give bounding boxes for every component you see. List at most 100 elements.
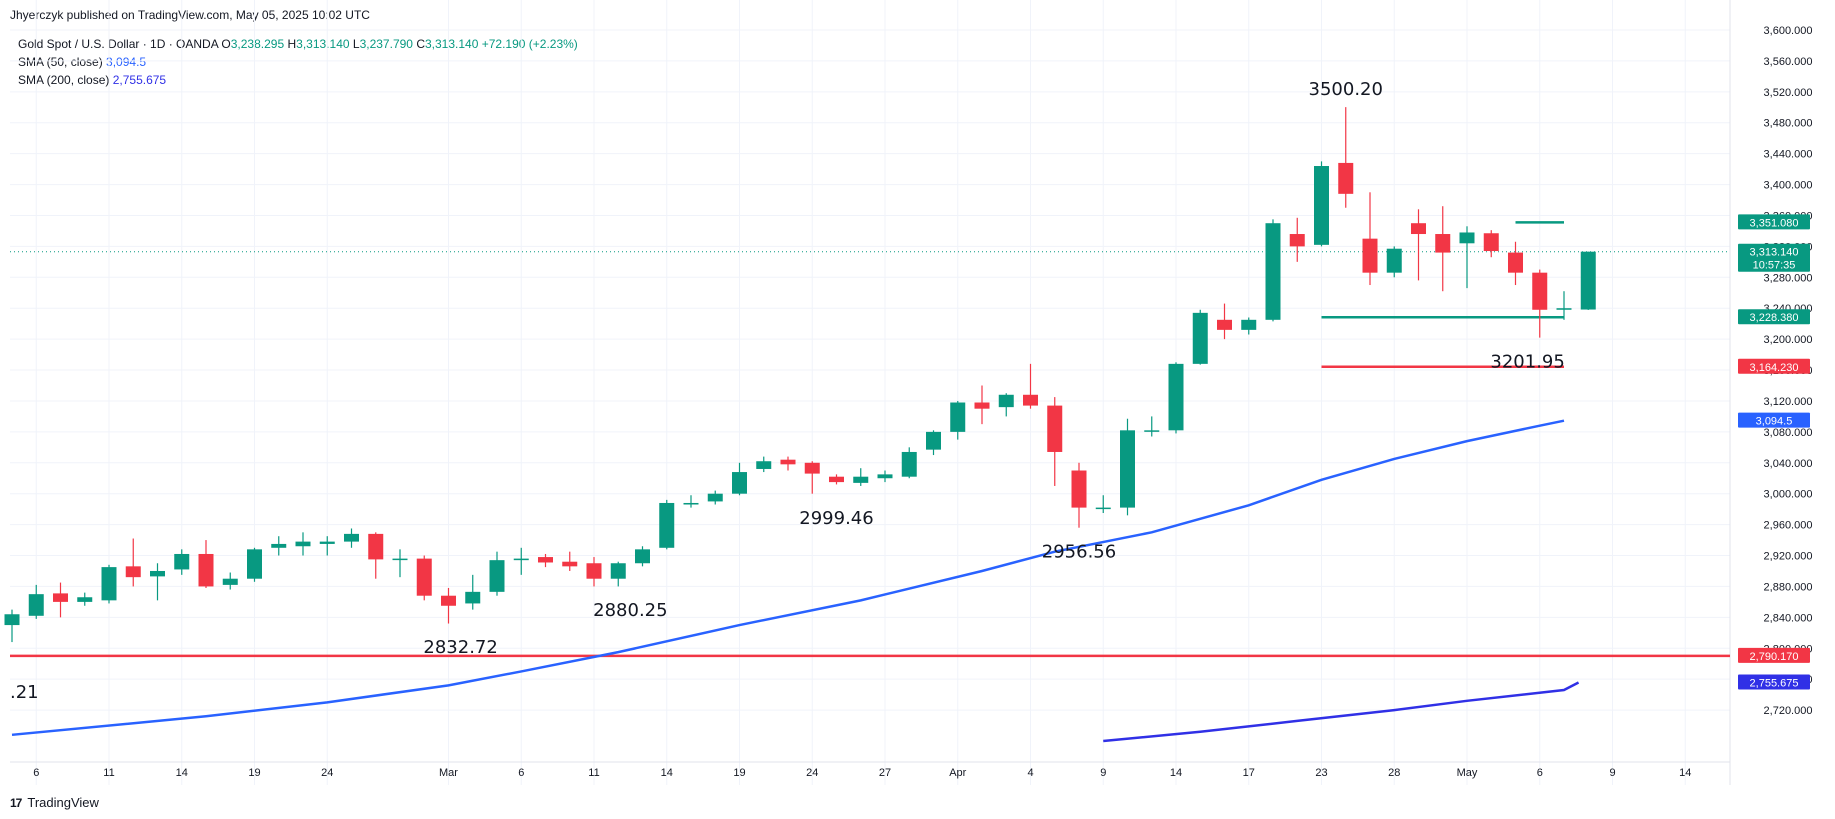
ohlc-open: 3,238.295 xyxy=(230,37,285,51)
candle[interactable] xyxy=(513,558,529,561)
x-tick-label: 19 xyxy=(248,767,260,779)
y-tick-label: 3,280.000 xyxy=(1764,272,1813,284)
sma50-line[interactable] xyxy=(11,419,1565,737)
candle[interactable] xyxy=(586,563,602,579)
candle[interactable] xyxy=(1532,272,1548,310)
candle[interactable] xyxy=(416,558,432,596)
candle[interactable] xyxy=(4,614,20,626)
x-tick-label: Mar xyxy=(439,767,458,779)
y-tick-label: 3,080.000 xyxy=(1764,427,1813,439)
candle[interactable] xyxy=(1217,319,1232,330)
candle[interactable] xyxy=(1047,405,1063,452)
candle[interactable] xyxy=(1265,223,1281,320)
candle[interactable] xyxy=(610,563,626,579)
candle[interactable] xyxy=(1071,470,1087,508)
candle[interactable] xyxy=(659,502,675,548)
ohlc-high-label: H xyxy=(287,37,297,51)
candle[interactable] xyxy=(1580,251,1596,310)
level-price-label-bg xyxy=(1738,647,1810,663)
level-price-label: 3,351.080 xyxy=(1750,217,1799,229)
candle[interactable] xyxy=(538,557,553,563)
x-tick-label: 28 xyxy=(1388,767,1400,779)
candle[interactable] xyxy=(150,570,165,577)
level-price-label-bg xyxy=(1738,358,1810,374)
candle[interactable] xyxy=(998,394,1014,408)
candle[interactable] xyxy=(1338,162,1354,194)
candle[interactable] xyxy=(344,533,359,542)
x-tick-label: 27 xyxy=(879,767,891,779)
candle[interactable] xyxy=(901,451,917,477)
tradingview-brand[interactable]: TradingView xyxy=(27,795,99,810)
candle[interactable] xyxy=(1556,308,1572,310)
y-tick-label: 2,720.000 xyxy=(1764,705,1813,717)
sma200-label: SMA (200, close) xyxy=(18,73,110,87)
candle[interactable] xyxy=(198,553,214,587)
published-header: Jhyerczyk published on TradingView.com, … xyxy=(10,8,370,22)
candle[interactable] xyxy=(1023,394,1038,406)
candle[interactable] xyxy=(489,560,505,592)
candle[interactable] xyxy=(950,402,966,432)
candle[interactable] xyxy=(683,502,699,505)
candle[interactable] xyxy=(780,459,796,465)
candle[interactable] xyxy=(441,595,456,606)
x-tick-label: 14 xyxy=(1170,767,1182,779)
sma200-legend-row[interactable]: SMA (200, close) 2,755.675 xyxy=(18,71,578,89)
candle[interactable] xyxy=(974,402,990,409)
y-tick-label: 3,000.000 xyxy=(1764,489,1813,501)
candle[interactable] xyxy=(877,474,893,479)
candle[interactable] xyxy=(804,462,820,474)
sma50-value: 3,094.5 xyxy=(106,55,147,69)
candle[interactable] xyxy=(77,597,93,602)
candle[interactable] xyxy=(368,533,384,560)
sma200-line[interactable] xyxy=(1103,681,1580,743)
candle[interactable] xyxy=(1120,430,1135,508)
candle[interactable] xyxy=(756,461,772,469)
price-annotation: 2832.72 xyxy=(423,637,497,658)
candle[interactable] xyxy=(562,561,578,567)
candle[interactable] xyxy=(829,476,844,483)
sma-price-label-bg xyxy=(1738,674,1810,690)
candle[interactable] xyxy=(1144,430,1160,432)
y-tick-label: 3,040.000 xyxy=(1764,458,1813,470)
candle[interactable] xyxy=(465,591,481,604)
y-tick-label: 3,400.000 xyxy=(1764,180,1813,192)
candle[interactable] xyxy=(125,566,141,578)
candle[interactable] xyxy=(635,549,650,564)
candle[interactable] xyxy=(732,472,747,494)
candle[interactable] xyxy=(1362,238,1378,273)
candle[interactable] xyxy=(28,594,44,616)
candle[interactable] xyxy=(392,558,408,561)
candle[interactable] xyxy=(1289,234,1305,247)
candle[interactable] xyxy=(1168,363,1184,431)
candle[interactable] xyxy=(1435,234,1451,253)
candle[interactable] xyxy=(707,493,723,502)
candle[interactable] xyxy=(174,553,190,570)
candle[interactable] xyxy=(295,541,311,547)
y-tick-label: 3,560.000 xyxy=(1764,56,1813,68)
sma50-legend-row[interactable]: SMA (50, close) 3,094.5 xyxy=(18,53,578,71)
candle[interactable] xyxy=(853,476,869,483)
candle[interactable] xyxy=(319,541,335,544)
candle[interactable] xyxy=(926,431,941,450)
candle[interactable] xyxy=(1411,223,1426,235)
candle[interactable] xyxy=(271,543,287,548)
candle[interactable] xyxy=(101,567,117,601)
candle[interactable] xyxy=(1192,312,1208,364)
candle[interactable] xyxy=(1386,248,1402,273)
candle[interactable] xyxy=(1508,252,1523,273)
level-price-label: 2,790.170 xyxy=(1750,651,1799,663)
x-tick-label: 23 xyxy=(1315,767,1327,779)
candle[interactable] xyxy=(1095,507,1111,510)
candle[interactable] xyxy=(1459,232,1475,244)
candle[interactable] xyxy=(1483,233,1499,252)
symbol-name[interactable]: Gold Spot / U.S. Dollar · 1D · OANDA xyxy=(18,37,219,51)
y-tick-label: 3,520.000 xyxy=(1764,87,1813,99)
candle[interactable] xyxy=(247,549,262,579)
candle[interactable] xyxy=(1314,166,1329,245)
candle[interactable] xyxy=(222,578,238,585)
last-price-label-bg xyxy=(1738,243,1810,272)
level-price-label-bg xyxy=(1738,309,1810,325)
candle[interactable] xyxy=(53,593,68,602)
candle[interactable] xyxy=(1241,319,1257,330)
